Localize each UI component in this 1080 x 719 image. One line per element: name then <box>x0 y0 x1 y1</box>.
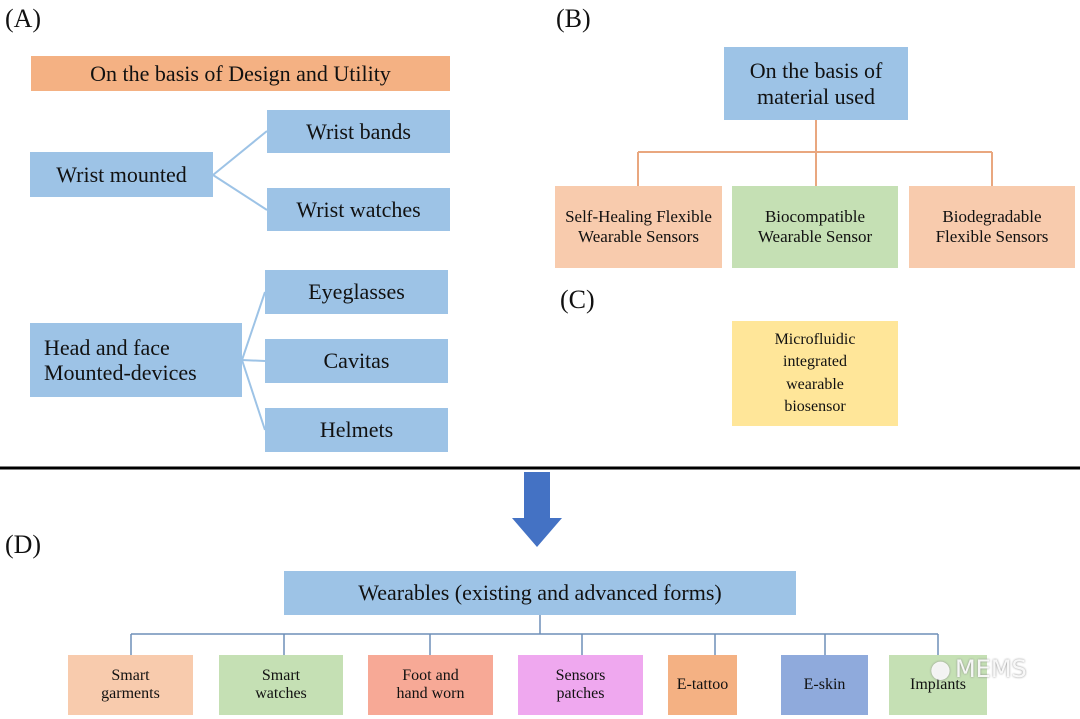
panel-a-title: On the basis of Design and Utility <box>31 56 450 91</box>
biodegradable-box: Biodegradable Flexible Sensors <box>909 186 1075 268</box>
wrist-mounted-box: Wrist mounted <box>30 152 213 197</box>
panel-d-connectors <box>130 615 939 655</box>
microfluidic-box: Microfluidic integrated wearable biosens… <box>732 321 898 426</box>
cavitas-box: Cavitas <box>265 339 448 383</box>
head-face-box: Head and face Mounted-devices <box>30 323 242 397</box>
panel-a-label: (A) <box>5 4 42 33</box>
panel-c-label: (C) <box>560 285 595 314</box>
down-arrow-icon <box>512 472 562 547</box>
e-tattoo-box: E-tattoo <box>668 655 737 715</box>
biocompatible-box: Biocompatible Wearable Sensor <box>732 186 898 268</box>
helmets-box: Helmets <box>265 408 448 452</box>
eyeglasses-box: Eyeglasses <box>265 270 448 314</box>
self-healing-box: Self-Healing Flexible Wearable Sensors <box>555 186 722 268</box>
panel-b-connectors <box>637 120 993 186</box>
e-skin-box: E-skin <box>781 655 868 715</box>
panel-d-label: (D) <box>5 530 42 559</box>
panel-a-connectors <box>212 130 268 431</box>
wrist-watches-box: Wrist watches <box>267 188 450 231</box>
smart-garments-box: Smart garments <box>68 655 193 715</box>
smart-watches-box: Smart watches <box>219 655 343 715</box>
watermark: ● MEMS <box>930 655 1027 683</box>
watermark-text: MEMS <box>954 655 1027 683</box>
panel-d-title: Wearables (existing and advanced forms) <box>284 571 796 615</box>
chat-bubble-icon: ● <box>930 655 951 683</box>
panel-b-title: On the basis of material used <box>724 47 908 120</box>
foot-hand-worn-box: Foot and hand worn <box>368 655 493 715</box>
sensors-patches-box: Sensors patches <box>518 655 643 715</box>
wrist-bands-box: Wrist bands <box>267 110 450 153</box>
panel-b-label: (B) <box>556 4 591 33</box>
implants-box: Implants <box>889 655 987 715</box>
